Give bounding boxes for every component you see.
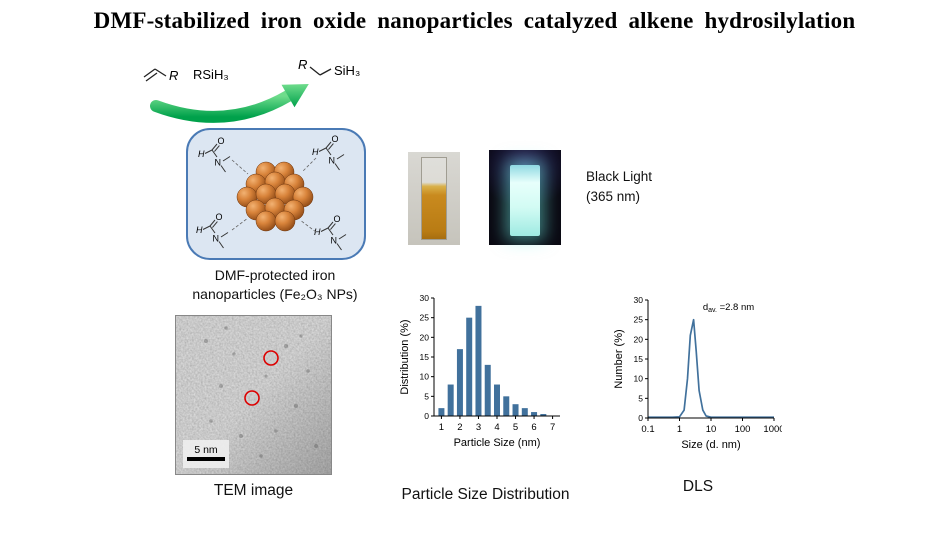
svg-text:5: 5 bbox=[638, 393, 643, 403]
dmf-molecule bbox=[195, 211, 229, 249]
dmf-molecule bbox=[313, 213, 347, 251]
svg-text:10: 10 bbox=[634, 374, 644, 384]
tem-particles bbox=[204, 326, 318, 458]
cuvette-photo-blacklight bbox=[489, 150, 561, 245]
tem-caption: TEM image bbox=[213, 482, 294, 499]
svg-text:1: 1 bbox=[439, 422, 444, 433]
figure-title: DMF-stabilized iron oxide nanoparticles … bbox=[93, 8, 856, 33]
svg-text:6: 6 bbox=[531, 422, 536, 433]
svg-text:7: 7 bbox=[550, 422, 555, 433]
highlight-circle bbox=[263, 350, 279, 366]
highlight-circle bbox=[244, 390, 260, 406]
dls-caption: DLS bbox=[682, 478, 714, 495]
svg-text:3: 3 bbox=[476, 422, 481, 433]
svg-text:Size (d. nm): Size (d. nm) bbox=[681, 439, 740, 451]
svg-text:0.1: 0.1 bbox=[641, 424, 654, 435]
svg-text:0: 0 bbox=[638, 413, 643, 423]
svg-text:15: 15 bbox=[634, 354, 644, 364]
particle-size-bar-chart: 0 5 10 15 20 25 30 1 2 3 4 5 6 7 Particle Size (nm) Dis… bbox=[399, 293, 560, 449]
svg-text:0: 0 bbox=[424, 411, 429, 421]
cuvette-photo-daylight bbox=[408, 152, 460, 245]
nanoparticle-cluster bbox=[236, 161, 314, 232]
svg-text:100: 100 bbox=[735, 424, 751, 435]
reaction-arrow bbox=[150, 90, 294, 123]
svg-text:10: 10 bbox=[706, 424, 717, 435]
alkene-structure bbox=[143, 68, 167, 82]
svg-text:15: 15 bbox=[420, 352, 430, 362]
svg-text:30: 30 bbox=[420, 293, 430, 303]
tem-image: 5 nm bbox=[175, 315, 332, 475]
svg-text:20: 20 bbox=[420, 332, 430, 342]
svg-text:30: 30 bbox=[634, 295, 644, 305]
blacklight-label: Black Light (365 nm) bbox=[586, 167, 706, 206]
svg-text:Number (%): Number (%) bbox=[613, 329, 625, 388]
svg-text:5: 5 bbox=[513, 422, 518, 433]
np-box-caption: DMF-protected iron nanoparticles (Fe₂O₃ … bbox=[155, 266, 395, 304]
svg-text:5: 5 bbox=[424, 391, 429, 401]
reaction-scheme: R RSiH₃ R SiH₃ bbox=[143, 57, 360, 123]
product-structure: R SiH₃ bbox=[298, 57, 360, 78]
bar-chart-caption: Particle Size Distribution bbox=[401, 486, 570, 503]
nanoparticle-box-art: H O N bbox=[195, 133, 347, 251]
dmf-molecule bbox=[311, 133, 345, 171]
coordination-dashes bbox=[231, 157, 317, 233]
svg-text:2: 2 bbox=[457, 422, 462, 433]
tem-scalebar-label: 5 nm bbox=[194, 444, 218, 456]
cuvette-blacklight bbox=[510, 165, 540, 236]
svg-text:Distribution (%): Distribution (%) bbox=[399, 319, 411, 394]
svg-text:10: 10 bbox=[420, 372, 430, 382]
product-r-label: R bbox=[298, 57, 307, 72]
np-box-caption-line1: DMF-protected iron bbox=[214, 267, 336, 283]
svg-text:4: 4 bbox=[494, 422, 499, 433]
blacklight-label-line2: (365 nm) bbox=[586, 188, 641, 204]
svg-text:25: 25 bbox=[634, 315, 644, 325]
dmf-molecule bbox=[197, 135, 231, 173]
np-box-caption-line2: nanoparticles (Fe₂O₃ NPs) bbox=[192, 285, 358, 302]
dls-line-chart: 0 5 10 15 20 25 30 0.1 1 10 100 1000 Size (d. nm) Num… bbox=[613, 295, 782, 451]
tem-scalebar: 5 nm bbox=[183, 440, 229, 468]
cuvette-daylight bbox=[421, 157, 447, 240]
product-si-label: SiH₃ bbox=[334, 63, 360, 78]
svg-text:25: 25 bbox=[420, 313, 430, 323]
blacklight-label-line1: Black Light bbox=[586, 169, 653, 184]
reaction-arrow-head bbox=[281, 84, 309, 108]
svg-text:dav. =2.8 nm: dav. =2.8 nm bbox=[703, 302, 754, 314]
silane-label: RSiH₃ bbox=[193, 67, 229, 82]
svg-text:20: 20 bbox=[634, 334, 644, 344]
svg-text:1000: 1000 bbox=[763, 424, 782, 435]
alkene-r-label: R bbox=[169, 68, 178, 83]
svg-text:Particle Size (nm): Particle Size (nm) bbox=[454, 437, 541, 449]
svg-text:1: 1 bbox=[677, 424, 682, 435]
nanoparticle-box: H O N bbox=[186, 128, 366, 260]
